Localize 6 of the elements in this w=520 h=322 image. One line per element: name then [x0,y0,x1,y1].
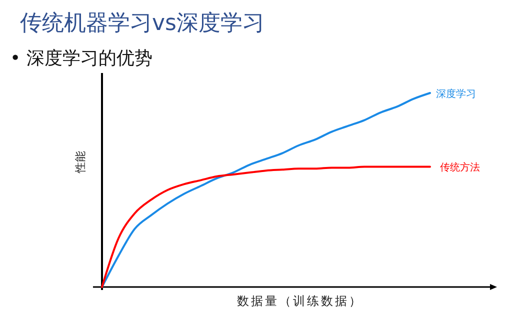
series-label: 深度学习 [436,88,476,100]
chart-subtitle: • 深度学习的优势 [10,48,152,69]
chart-title: 传统机器学习vs深度学习 [20,11,264,36]
x-axis-title: 数据量（训练数据） [237,294,363,308]
series-label: 传统方法 [440,162,480,174]
y-axis-title: 性能 [74,151,87,174]
